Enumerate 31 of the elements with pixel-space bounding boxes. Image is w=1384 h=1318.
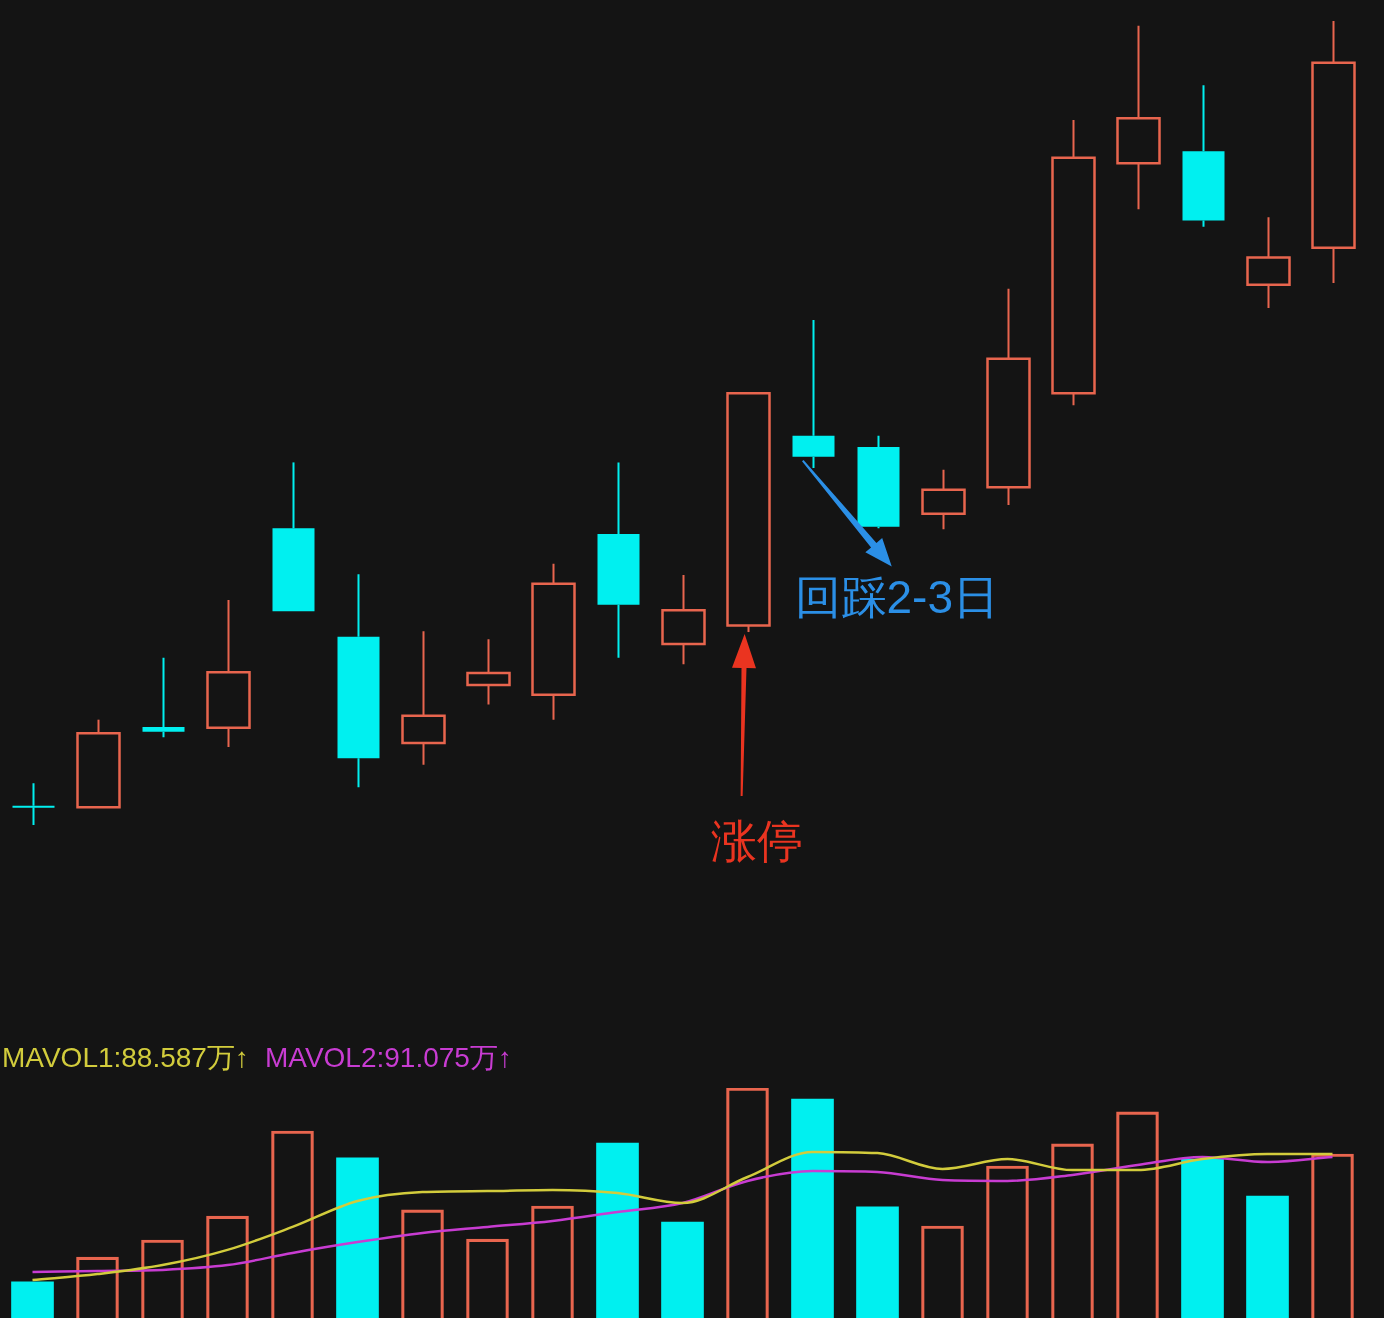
annotation: 回踩2-3日 — [794, 570, 999, 623]
candlestick — [661, 573, 706, 666]
annotation: 涨停 — [710, 815, 803, 868]
candlestick — [142, 656, 185, 739]
candlestick — [531, 562, 576, 721]
text: MAVOL2:91.075万↑ — [264, 1042, 512, 1074]
candlestick — [1311, 20, 1356, 285]
candlestick — [466, 638, 511, 706]
bar — [11, 1281, 54, 1318]
candlestick — [792, 319, 835, 470]
candlestick — [272, 461, 315, 612]
candlestick — [1182, 84, 1225, 228]
bar — [596, 1142, 639, 1318]
candlestick — [1246, 216, 1291, 310]
bar — [1181, 1158, 1224, 1318]
candlestick — [401, 630, 446, 766]
bar — [856, 1206, 899, 1318]
candlestick — [206, 598, 251, 749]
bar — [791, 1098, 834, 1318]
text: MAVOL1:88.587万↑ — [2, 1042, 249, 1074]
candlestick — [857, 434, 900, 530]
candlestick — [1116, 24, 1161, 211]
candlestick — [986, 287, 1031, 507]
candlestick — [597, 461, 640, 659]
bar — [1246, 1195, 1289, 1318]
candlestick — [12, 782, 55, 826]
candlestick — [921, 468, 966, 531]
bar — [661, 1221, 704, 1318]
candlestick — [337, 573, 380, 789]
candlestick — [1051, 118, 1096, 407]
bar — [336, 1157, 379, 1318]
